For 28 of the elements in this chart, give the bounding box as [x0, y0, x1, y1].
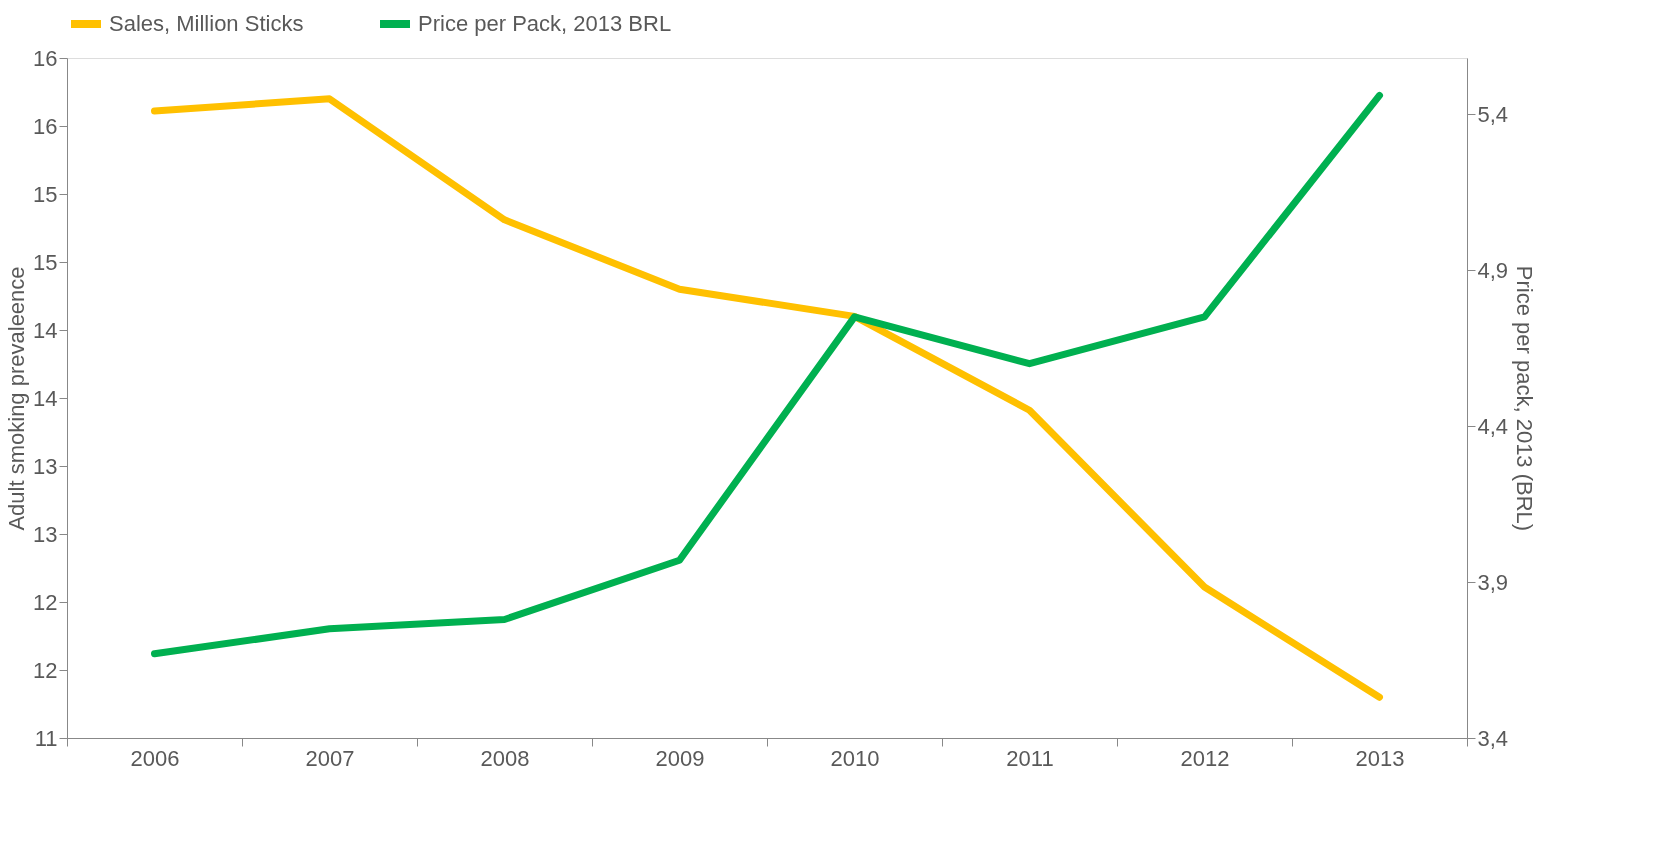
x-tick-label: 2006 — [130, 745, 180, 771]
y-axis-title: Adult smoking prevaleence — [4, 266, 30, 531]
x-tick-label: 2007 — [305, 745, 355, 771]
x-tick-label: 2010 — [830, 745, 880, 771]
x-tick-label: 2013 — [1355, 745, 1405, 771]
y2-tick-label: 3,9 — [1477, 569, 1509, 595]
y-tick-label: 12 — [33, 589, 58, 615]
y2-tick-label: 4,4 — [1477, 413, 1509, 439]
y-tick-label: 14 — [33, 385, 58, 411]
legend-label: Price per Pack, 2013 BRL — [418, 11, 672, 36]
y-tick-label: 16 — [33, 45, 58, 71]
x-tick-label: 2009 — [655, 745, 705, 771]
x-tick-label: 2008 — [480, 745, 530, 771]
y-tick-label: 15 — [33, 249, 58, 275]
y2-tick-label: 3,4 — [1477, 725, 1509, 751]
y2-tick-label: 4,9 — [1477, 257, 1509, 283]
y-tick-label: 12 — [33, 657, 58, 683]
y-tick-label: 15 — [33, 181, 58, 207]
y-tick-label: 14 — [33, 317, 58, 343]
x-tick-label: 2012 — [1180, 745, 1230, 771]
y2-tick-label: 5,4 — [1477, 101, 1509, 127]
y-tick-label: 11 — [34, 725, 58, 751]
y2-axis-title: Price per pack, 2013 (BRL) — [1512, 265, 1538, 532]
y-tick-label: 16 — [33, 113, 58, 139]
y-tick-label: 13 — [33, 453, 58, 479]
y-tick-label: 13 — [33, 521, 58, 547]
x-tick-label: 2011 — [1006, 745, 1054, 771]
legend-label: Sales, Million Sticks — [109, 11, 304, 36]
